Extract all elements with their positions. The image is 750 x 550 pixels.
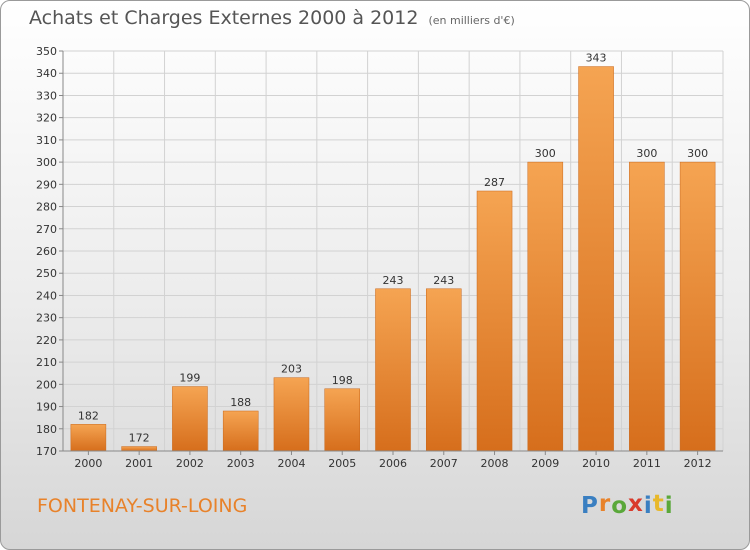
y-tick-label: 350 [36,45,57,58]
bar-value-label: 300 [687,147,708,160]
bar-value-label: 203 [281,363,302,376]
y-tick-label: 210 [36,356,57,369]
bar [426,288,462,452]
y-tick-label: 290 [36,178,57,191]
logo-letter: P [581,493,599,519]
y-tick-label: 180 [36,423,57,436]
bar-value-label: 188 [230,396,251,409]
bar [324,388,360,452]
bar-value-label: 243 [383,274,404,287]
y-tick-label: 340 [36,67,57,80]
y-tick-label: 190 [36,401,57,414]
bar [172,386,208,452]
bar [476,190,513,452]
bar-value-label: 343 [586,52,607,65]
y-tick-label: 230 [36,312,57,325]
y-tick-label: 240 [36,289,57,302]
chart-subtitle: (en milliers d'€) [428,14,515,27]
x-tick-label: 2005 [328,457,356,470]
logo-letter: t [652,491,665,517]
x-tick-label: 2010 [582,457,610,470]
bar [273,377,310,452]
y-tick-label: 200 [36,378,57,391]
x-tick-label: 2008 [481,457,509,470]
y-tick-label: 330 [36,89,57,102]
proxiti-logo: Proxiti [581,491,674,519]
logo-letter: x [628,491,644,517]
chart-title: Achats et Charges Externes 2000 à 2012 (e… [29,7,515,29]
x-tick-label: 2004 [277,457,305,470]
logo-letter: r [598,491,612,517]
bar [121,446,157,452]
logo-letter: o [611,493,629,519]
bar [70,424,107,452]
x-tick-label: 2009 [531,457,559,470]
bar-value-label: 172 [129,432,150,445]
bar [629,161,665,452]
logo-letter: i [643,493,653,519]
bar-value-label: 300 [535,147,556,160]
y-tick-label: 270 [36,223,57,236]
bar-value-label: 300 [636,147,657,160]
bar-value-label: 199 [179,372,200,385]
x-tick-label: 2006 [379,457,407,470]
bar-value-label: 198 [332,374,353,387]
y-tick-label: 220 [36,334,57,347]
logo-letter: i [664,493,674,519]
bar-layer: 182 172 199 188 203 198 243 243 287 300 343 300 300 [70,52,716,452]
y-tick-label: 250 [36,267,57,280]
y-tick-label: 260 [36,245,57,258]
bar [527,161,564,452]
x-tick-label: 2003 [227,457,255,470]
y-tick-label: 280 [36,201,57,214]
x-tick-label: 2000 [74,457,102,470]
x-tick-label: 2001 [125,457,153,470]
y-tick-label: 300 [36,156,57,169]
y-tick-label: 310 [36,134,57,147]
x-tick-label: 2002 [176,457,204,470]
y-tick-label: 170 [36,445,57,458]
bar [375,288,411,452]
chart-title-text: Achats et Charges Externes 2000 à 2012 [29,7,419,29]
y-tick-label: 320 [36,112,57,125]
bar [679,161,716,452]
x-tick-label: 2007 [430,457,458,470]
bar-value-label: 287 [484,176,505,189]
bar-value-label: 182 [78,409,99,422]
bar [222,410,259,452]
bar-value-label: 243 [433,274,454,287]
x-tick-label: 2012 [684,457,712,470]
place-name: FONTENAY-SUR-LOING [37,495,248,517]
x-tick-label: 2011 [633,457,661,470]
bar [578,66,614,452]
axis-layer: 170 180 190 200 210 220 230 240 250 260 270 280 290 3… [36,45,723,470]
